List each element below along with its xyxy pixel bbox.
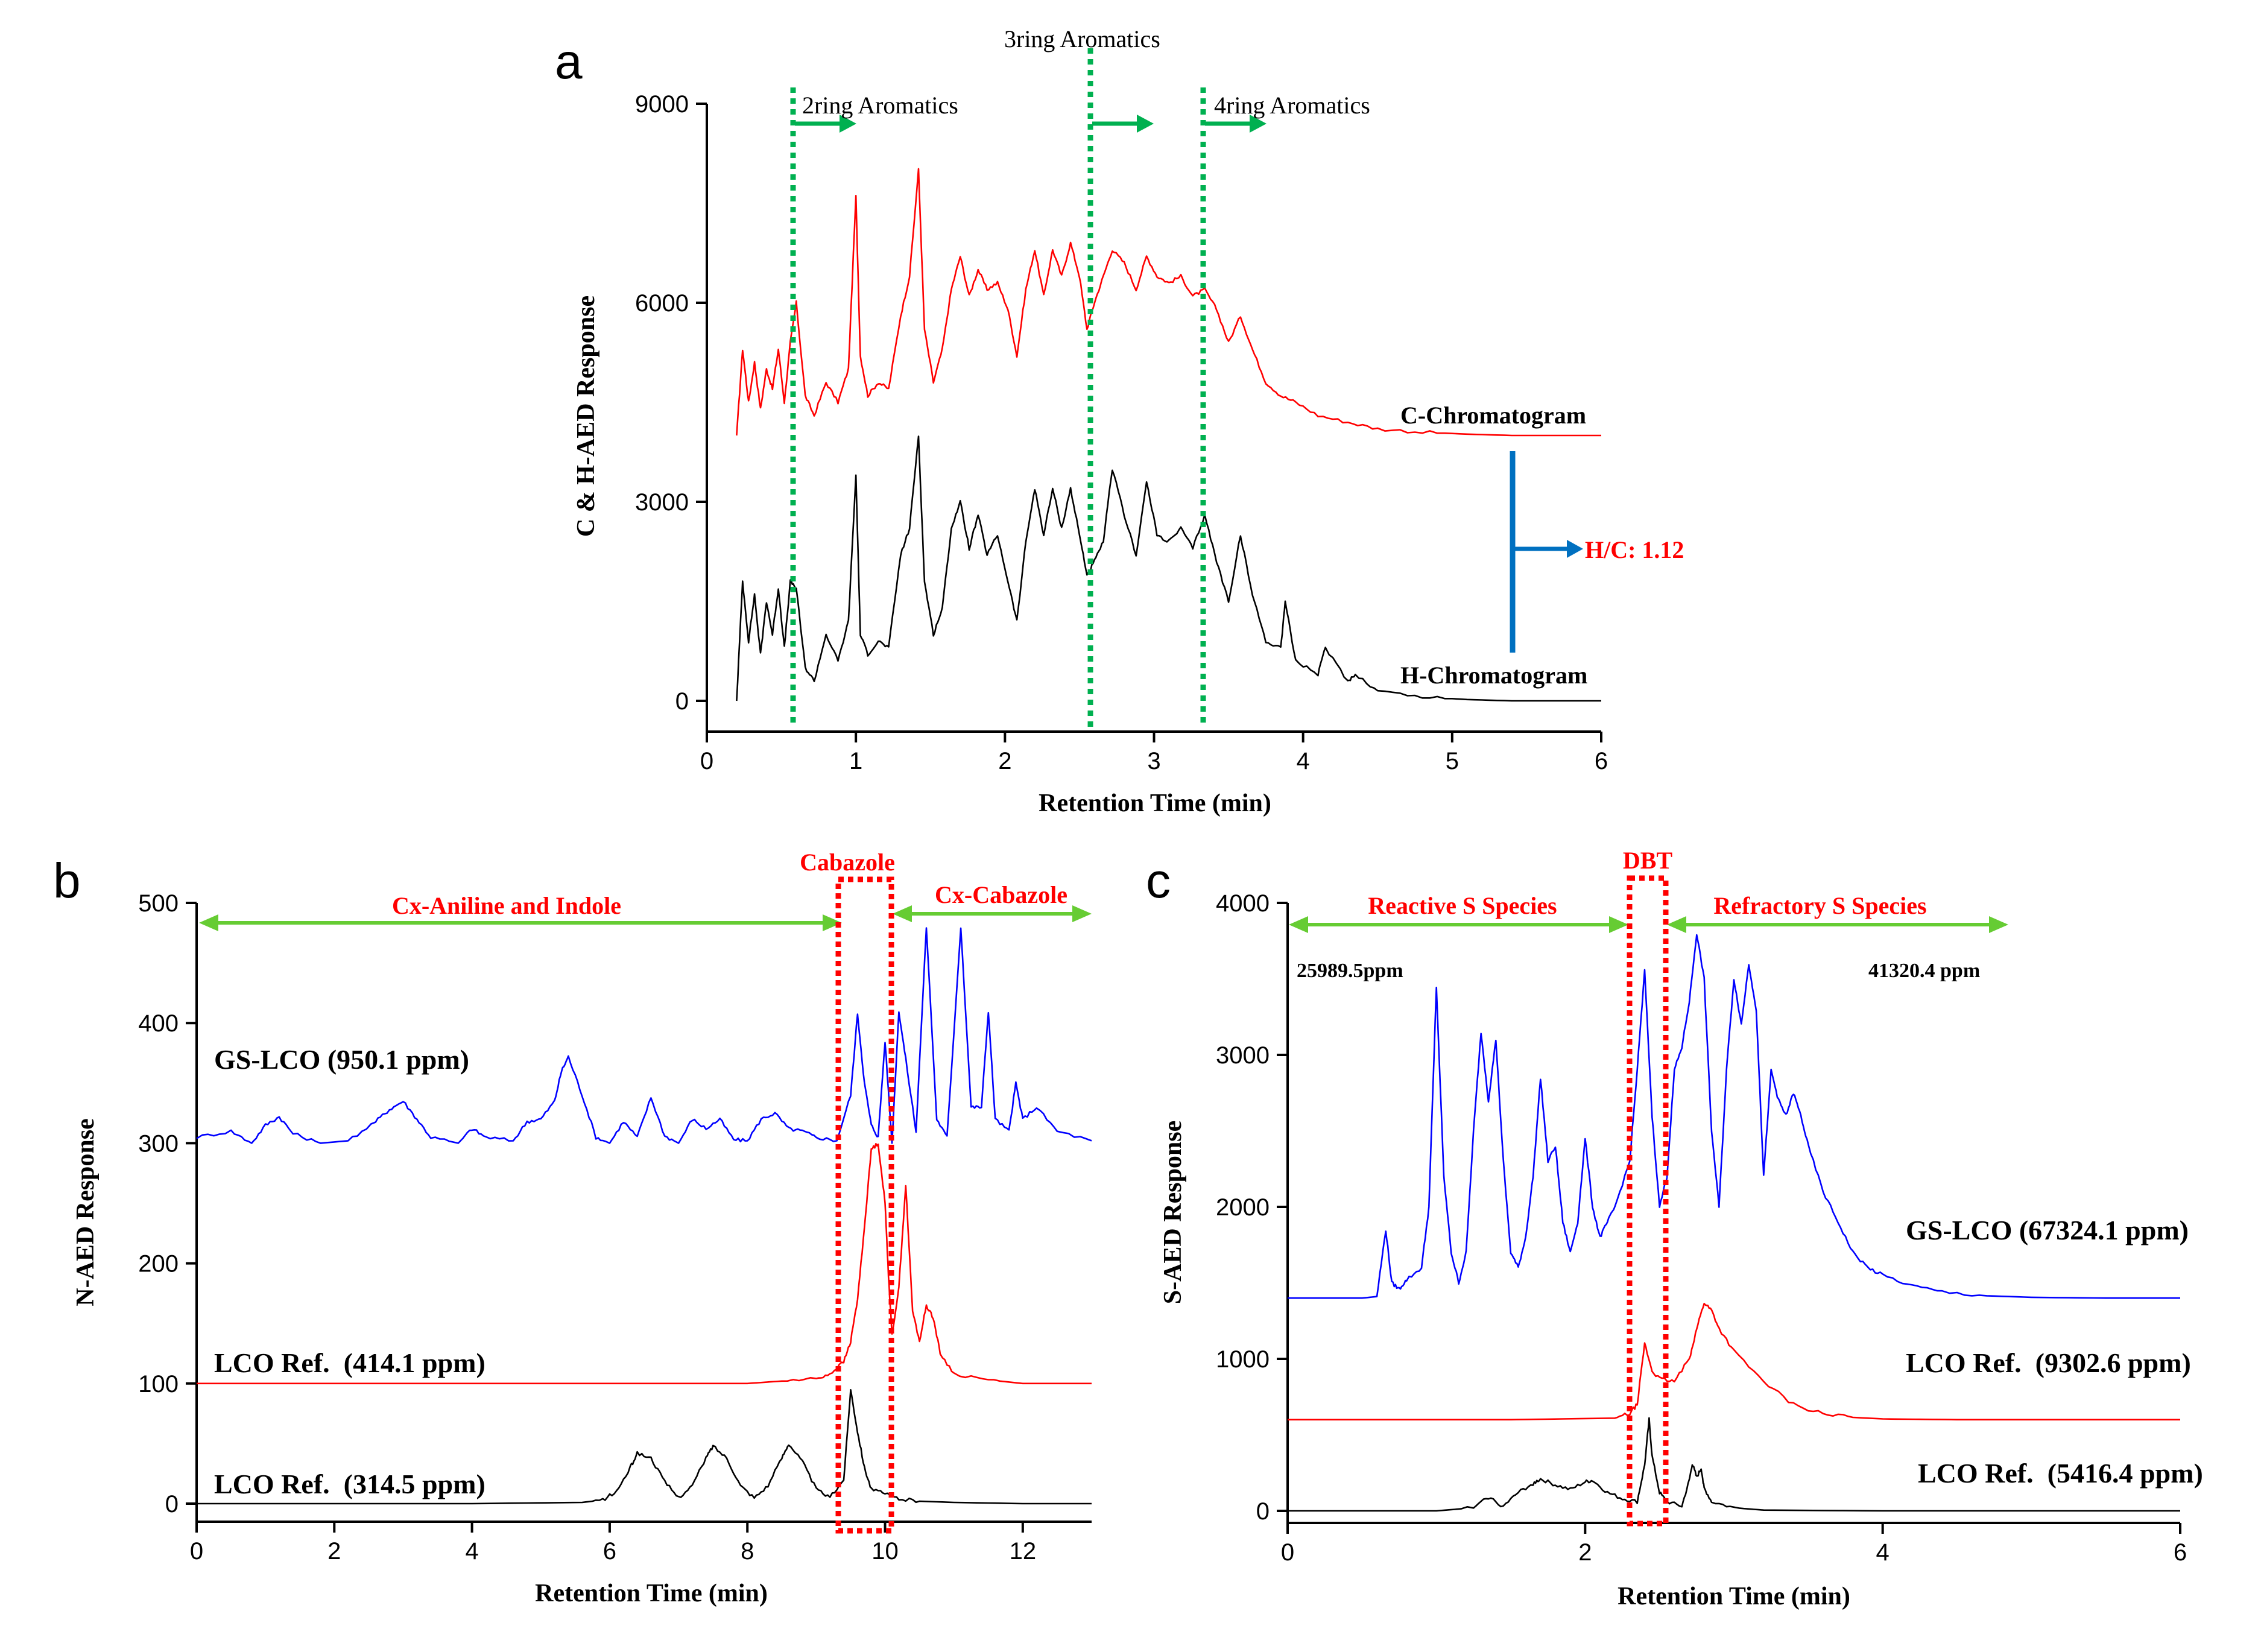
y-tick-label-c-2: 2000	[1216, 1194, 1270, 1221]
panel-c-letter: c	[1146, 853, 1171, 908]
y-tick-label-a-3: 9000	[635, 91, 689, 118]
x-tick-label-b-2: 4	[465, 1538, 478, 1565]
h-chromatogram-label: H-Chromatogram	[1400, 662, 1587, 689]
refractory-region-arrow	[1667, 916, 2008, 933]
x-tick-label-a-2: 2	[998, 748, 1011, 774]
y-tick-label-b-2: 200	[138, 1251, 179, 1277]
panel-a-xlabel: Retention Time (min)	[1039, 790, 1271, 817]
panel-a-ticks: 0 1 2 3 4 5 6 0 3000 6000 9000	[635, 91, 1608, 774]
x-tick-label-a-1: 1	[849, 748, 862, 774]
b-series-label-ref2: LCO Ref. (314.5 ppm)	[214, 1469, 485, 1499]
panel-b: b 0 2 4 6 8 10 12 0 100 200 300 400 500 Retention Ti…	[53, 849, 1092, 1607]
ring3-arrow	[1092, 115, 1154, 133]
aniline-region-label: Cx-Aniline and Indole	[392, 892, 621, 919]
x-tick-label-b-5: 10	[871, 1538, 899, 1565]
ring3-label: 3ring Aromatics	[1004, 25, 1160, 52]
series-line-b-2	[197, 1389, 1092, 1505]
panel-c-ticks: 0 2 4 6 0 1000 2000 3000 4000	[1216, 890, 2187, 1566]
cabazole-box-label: Cabazole	[800, 849, 895, 876]
cabazole-box	[835, 876, 894, 1534]
y-tick-label-c-3: 3000	[1216, 1042, 1270, 1069]
x-tick-label-c-1: 2	[1578, 1539, 1592, 1566]
y-tick-label-c-4: 4000	[1216, 890, 1270, 917]
refractory-region-label: Refractory S Species	[1713, 892, 1926, 919]
panel-c: c 0 2 4 6 0 1000 2000 3000 4000 Retention Time (…	[1146, 847, 2203, 1610]
reactive-total-value: 25989.5ppm	[1297, 960, 1403, 982]
panel-c-series	[1288, 934, 2180, 1512]
series-line-b-0	[196, 927, 1092, 1144]
hc-ratio-bracket	[1510, 451, 1583, 653]
y-tick-label-b-5: 500	[138, 890, 179, 917]
panel-a-letter: a	[555, 34, 583, 89]
series-line-a-1	[736, 435, 1601, 702]
c-series-label-gs: GS-LCO (67324.1 ppm)	[1906, 1215, 2189, 1245]
b-series-label-ref1: LCO Ref. (414.1 ppm)	[214, 1347, 485, 1378]
panel-b-ticks: 0 2 4 6 8 10 12 0 100 200 300 400 500	[138, 890, 1036, 1565]
x-tick-label-b-1: 2	[327, 1538, 341, 1565]
series-line-c-1	[1288, 1303, 2180, 1421]
x-tick-label-c-0: 0	[1281, 1539, 1294, 1566]
b-series-label-gs: GS-LCO (950.1 ppm)	[214, 1044, 469, 1075]
x-tick-label-b-4: 8	[741, 1538, 754, 1565]
panel-b-xlabel: Retention Time (min)	[535, 1580, 768, 1607]
y-tick-label-b-3: 300	[138, 1130, 179, 1157]
ring4-label: 4ring Aromatics	[1214, 92, 1370, 119]
c-series-label-ref2: LCO Ref. (5416.4 ppm)	[1918, 1458, 2203, 1489]
y-tick-label-b-0: 0	[165, 1491, 179, 1517]
dbt-box-label: DBT	[1623, 847, 1673, 874]
ring2-label: 2ring Aromatics	[802, 92, 958, 119]
cabazole-region-arrow	[893, 905, 1092, 922]
panel-c-xlabel: Retention Time (min)	[1618, 1583, 1850, 1610]
panel-c-ylabel: S-AED Response	[1159, 1121, 1187, 1305]
x-tick-label-a-0: 0	[700, 748, 713, 774]
panel-b-letter: b	[53, 853, 81, 908]
c-series-label-ref1: LCO Ref. (9302.6 ppm)	[1906, 1347, 2191, 1378]
x-tick-label-a-4: 4	[1297, 748, 1310, 774]
ring4-arrow	[1205, 115, 1267, 133]
y-tick-label-c-0: 0	[1256, 1498, 1270, 1525]
y-tick-label-a-0: 0	[675, 688, 689, 715]
panel-b-ylabel: N-AED Response	[72, 1118, 100, 1306]
series-line-a-0	[736, 168, 1601, 437]
panel-a-series	[736, 168, 1601, 702]
reactive-region-arrow	[1289, 916, 1628, 933]
y-tick-label-a-2: 6000	[635, 290, 689, 317]
y-tick-label-b-1: 100	[138, 1371, 179, 1397]
x-tick-label-c-3: 6	[2174, 1539, 2187, 1566]
hc-ratio-label: H/C: 1.12	[1585, 536, 1684, 563]
panel-a: a 0 1 2 3 4 5 6 0 3000 6000 9000 Retention Time (m…	[555, 25, 1684, 817]
y-tick-label-c-1: 1000	[1216, 1346, 1270, 1373]
x-tick-label-b-6: 12	[1010, 1538, 1037, 1565]
panel-a-ylabel: C & H-AED Response	[572, 296, 600, 537]
c-chromatogram-label: C-Chromatogram	[1400, 402, 1586, 429]
x-tick-label-a-3: 3	[1147, 748, 1160, 774]
ring2-arrow	[795, 115, 856, 133]
reactive-region-label: Reactive S Species	[1368, 892, 1557, 919]
x-tick-label-a-5: 5	[1446, 748, 1459, 774]
series-line-c-0	[1288, 934, 2180, 1299]
cx-cabazole-label: Cx-Cabazole	[935, 881, 1067, 908]
x-tick-label-a-6: 6	[1595, 748, 1608, 774]
aniline-region-arrow	[199, 914, 842, 931]
x-tick-label-b-0: 0	[190, 1538, 203, 1565]
dbt-box	[1627, 875, 1669, 1527]
panel-b-series	[196, 927, 1092, 1505]
series-line-b-1	[197, 1143, 1092, 1385]
refractory-total-value: 41320.4 ppm	[1868, 960, 1980, 982]
x-tick-label-b-3: 6	[603, 1538, 616, 1565]
y-tick-label-b-4: 400	[138, 1010, 179, 1037]
y-tick-label-a-1: 3000	[635, 489, 689, 516]
series-line-c-2	[1288, 1417, 2180, 1512]
x-tick-label-c-2: 4	[1876, 1539, 1890, 1566]
